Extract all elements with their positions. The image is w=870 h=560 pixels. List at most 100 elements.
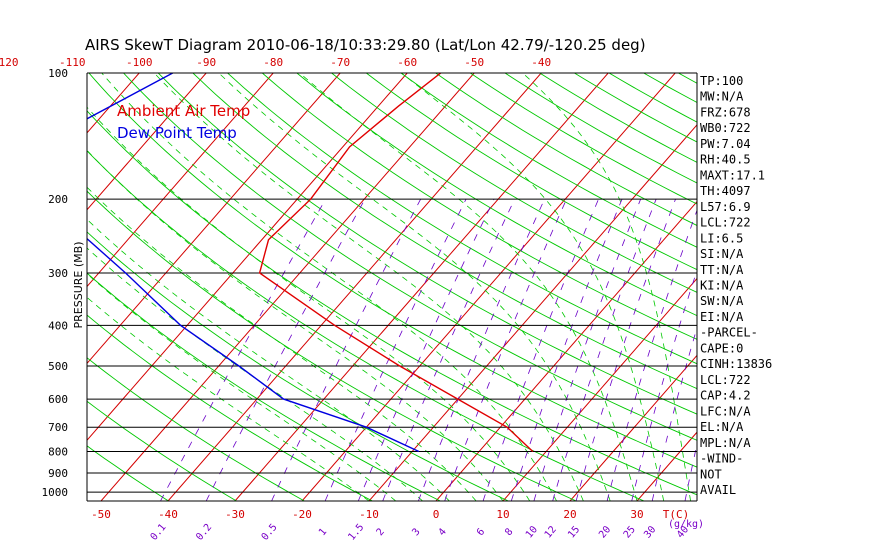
isotherm-line — [167, 73, 542, 501]
dry-adiabat-line — [470, 73, 697, 205]
stats-entry: SW:N/A — [700, 294, 744, 308]
stats-entry: LFC:N/A — [700, 404, 751, 418]
mixing-ratio-tick-label: 4 — [437, 527, 449, 539]
dry-adiabat-line — [123, 73, 697, 441]
stats-entry: EI:N/A — [700, 310, 744, 324]
isotherm-line — [87, 73, 207, 211]
dry-adiabat-line — [783, 73, 870, 501]
dry-adiabat-line — [296, 73, 697, 317]
dry-adiabat-line — [87, 314, 373, 501]
mixing-ratio-tick-label: 8 — [503, 527, 515, 539]
top-temp-tick-label: -60 — [397, 56, 417, 69]
pressure-tick-label: 100 — [48, 67, 68, 80]
bottom-temp-tick-label: -20 — [292, 508, 312, 521]
mixing-ratio-tick-label: 0.5 — [260, 522, 280, 543]
mixing-ratio-line — [575, 199, 676, 501]
mixing-ratio-tick-label: 6 — [475, 527, 487, 539]
mixing-ratio-tick-label: 0.1 — [149, 522, 169, 543]
dry-adiabat-line — [87, 150, 645, 501]
mixing-ratio-line — [160, 199, 326, 501]
isotherm-line — [87, 73, 408, 441]
mixing-ratio-line — [510, 199, 623, 501]
stats-entry: TH:4097 — [700, 184, 751, 198]
isotherm-line — [301, 73, 676, 501]
isotherm-line — [368, 124, 697, 501]
stats-entry: NOT — [700, 467, 722, 481]
isotherm-line — [502, 277, 697, 501]
isotherm-line — [100, 73, 475, 501]
top-temp-tick-label: -80 — [263, 56, 283, 69]
legend-ambient-air-temp: Ambient Air Temp — [117, 102, 250, 120]
stats-entry: PW:7.04 — [700, 137, 751, 151]
skewt-grid — [0, 73, 870, 501]
moist-adiabat-line — [87, 149, 504, 501]
isotherm-line — [234, 73, 609, 501]
top-temp-tick-label: -40 — [531, 56, 551, 69]
bottom-temp-tick-label: 10 — [496, 508, 509, 521]
stats-entry: KI:N/A — [700, 278, 744, 292]
pressure-tick-label: 400 — [48, 319, 68, 332]
moist-adiabat-line — [87, 106, 531, 501]
mixing-ratio-tick-label: 1 — [317, 527, 329, 539]
mixing-ratio-unit: (g/kg) — [668, 519, 704, 530]
stats-entry: CAPE:0 — [700, 341, 743, 355]
mixing-ratio-tick-label: 25 — [622, 524, 638, 540]
bottom-temp-tick-label: 0 — [433, 508, 440, 521]
pressure-tick-label: 700 — [48, 421, 68, 434]
dry-adiabat-line — [435, 73, 697, 226]
mixing-ratio-tick-label: 1.5 — [346, 522, 366, 543]
dry-adiabat-line — [87, 357, 305, 501]
isotherm-line — [87, 73, 274, 288]
moist-adiabat-line — [87, 186, 477, 501]
mixing-ratio-tick-label: 3 — [410, 527, 422, 539]
bottom-temp-tick-label: 30 — [630, 508, 643, 521]
dry-adiabat-line — [87, 110, 697, 496]
moist-adiabat-line — [153, 73, 584, 501]
legend-dew-point-temp: Dew Point Temp — [117, 124, 237, 142]
pressure-tick-label: 600 — [48, 393, 68, 406]
dry-adiabat-line — [88, 73, 697, 468]
pressure-tick-label: 300 — [48, 267, 68, 280]
stats-entry: LCL:722 — [700, 216, 751, 230]
dry-adiabat-line — [504, 73, 697, 184]
stats-entry: SI:N/A — [700, 247, 744, 261]
chart-title: AIRS SkewT Diagram 2010-06-18/10:33:29.8… — [85, 36, 646, 54]
stats-entry: MW:N/A — [700, 90, 744, 104]
mixing-ratio-line — [631, 269, 697, 501]
plot-frame — [86, 72, 698, 502]
mixing-ratio-line — [552, 199, 657, 501]
stats-entry: L57:6.9 — [700, 200, 751, 214]
pressure-tick-label: 200 — [48, 193, 68, 206]
isotherm-line — [0, 73, 72, 501]
dry-adiabat-line — [227, 73, 697, 365]
top-temp-tick-label: -100 — [126, 56, 153, 69]
moist-adiabat-line — [101, 73, 557, 501]
pressure-tick-label: 500 — [48, 360, 68, 373]
dry-adiabat-line — [157, 73, 697, 415]
pressure-tick-label: 900 — [48, 467, 68, 480]
y-axis-label: PRESSURE (MB) — [72, 242, 85, 329]
stats-entry: WB0:722 — [700, 121, 751, 135]
top-temp-tick-label: -120 — [0, 56, 18, 69]
isotherm-line — [0, 73, 5, 501]
profile-lines — [87, 73, 534, 453]
dry-adiabat-line — [87, 400, 237, 501]
pressure-tick-label: 800 — [48, 446, 68, 459]
top-temp-tick-label: -50 — [464, 56, 484, 69]
dry-adiabat-line — [366, 73, 697, 271]
stats-entry: FRZ:678 — [700, 105, 751, 119]
isotherm-line — [636, 431, 697, 501]
stats-entry: RH:40.5 — [700, 153, 751, 167]
dry-adiabat-line — [87, 272, 441, 501]
stats-entry: MAXT:17.1 — [700, 168, 765, 182]
mixing-ratio-tick-label: 30 — [642, 524, 658, 540]
dry-adiabat-line — [87, 190, 577, 501]
mixing-ratio-line — [533, 199, 641, 501]
top-temp-tick-label: -90 — [196, 56, 216, 69]
dry-adiabat-line — [331, 73, 697, 293]
mixing-ratio-line — [271, 199, 421, 501]
dry-adiabat-line — [643, 73, 697, 103]
mixing-ratio-line — [382, 199, 515, 501]
stats-entry: EL:N/A — [700, 420, 744, 434]
dry-adiabat-line — [748, 73, 870, 501]
